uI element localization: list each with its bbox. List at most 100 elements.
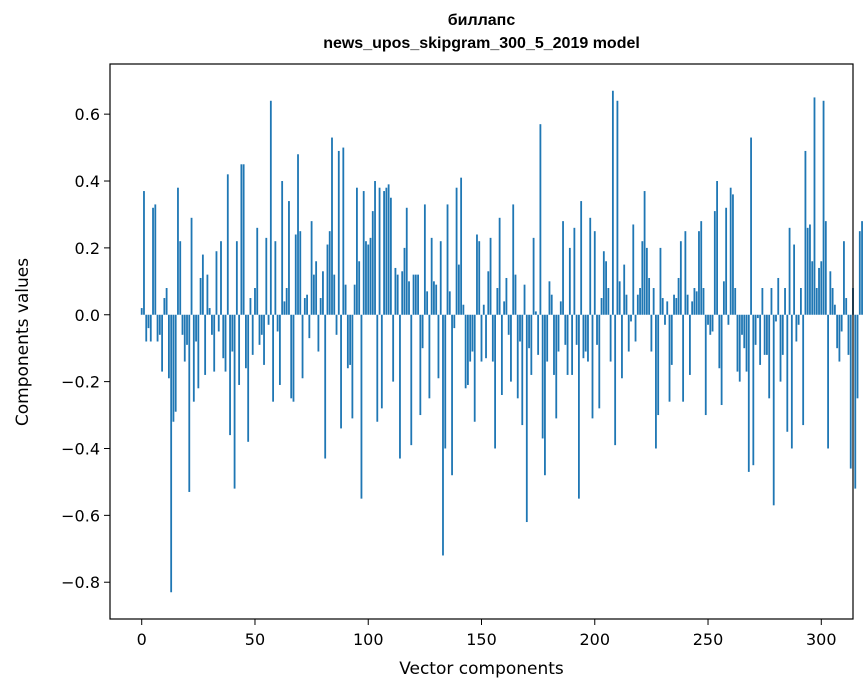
bar [713,211,716,315]
bar [679,241,682,315]
bar [208,308,211,315]
bar [702,288,705,315]
y-tick-label: −0.6 [61,506,100,525]
bar [263,314,265,365]
bar [818,267,820,315]
bar [498,217,501,315]
bar [487,271,490,315]
bar [580,201,583,315]
bar [732,194,734,315]
bar [285,288,288,315]
bar [378,187,381,315]
bar [693,288,696,315]
bar [698,231,700,315]
bar [469,314,472,362]
bar [655,314,657,449]
bar [632,224,635,315]
bar [695,291,698,315]
bar [861,221,863,315]
bar [750,137,752,315]
bar [754,314,757,345]
bar [204,314,207,375]
bar [233,314,236,489]
bar [759,314,762,365]
x-tick-label: 50 [245,630,265,649]
bar [711,314,714,332]
bar [297,154,299,315]
bar [770,288,773,315]
bar [670,314,673,365]
x-tick-label: 0 [137,630,147,649]
bar [790,314,793,449]
bar [521,314,524,426]
bar [444,314,447,449]
y-axis-ticks: −0.8 −0.6 −0.4 −0.2 0.0 0.2 0.4 0.6 [61,105,110,592]
bar [383,191,385,315]
bar [426,291,429,315]
bar [439,241,442,315]
bar [453,314,456,329]
bar [167,314,170,379]
bar [741,314,743,335]
y-axis-label: Components values [13,257,33,427]
bar [405,207,408,315]
bar [337,150,340,315]
bar [446,204,449,315]
bar [190,217,193,315]
bar [525,314,528,523]
bar [152,207,154,315]
bar [541,314,544,439]
bar [170,314,173,593]
bar [516,314,519,399]
bar [747,314,750,472]
bar [143,191,145,315]
bar [272,314,274,402]
bar [727,314,730,325]
bar [573,227,576,315]
bar [768,314,771,399]
bar [154,204,157,315]
bar [630,314,632,322]
bar [471,314,474,352]
bar [179,241,182,315]
bar [290,314,293,399]
x-tick-label: 100 [353,630,384,649]
bar [299,231,302,315]
bar [636,294,639,315]
bar [838,314,841,362]
bar [849,314,852,469]
bar [340,314,342,429]
bar [682,314,685,402]
bar [584,314,587,352]
bar [566,314,569,375]
bar [278,314,281,385]
bar [165,288,168,315]
bar [177,187,179,315]
bar [856,314,859,399]
bar [503,301,506,315]
bar [430,237,433,315]
bar [292,314,295,402]
bar [342,147,345,315]
bar [571,314,574,375]
x-tick-label: 300 [806,630,837,649]
x-axis-ticks: 0 50 100 150 200 250 300 [137,619,837,649]
bar [781,314,784,355]
bar [414,274,417,315]
bar [772,314,775,506]
bar [788,227,791,315]
bar [301,314,304,379]
bar [634,314,637,342]
bar [163,298,166,315]
chart-title-word: биллапс [447,12,516,29]
bar [315,261,318,315]
bar [559,301,562,315]
bar [464,314,467,389]
bar [226,174,229,315]
bar [491,314,494,362]
bar [199,277,202,315]
bar [664,314,666,325]
x-axis-label: Vector components [399,659,564,679]
bar [335,314,338,335]
